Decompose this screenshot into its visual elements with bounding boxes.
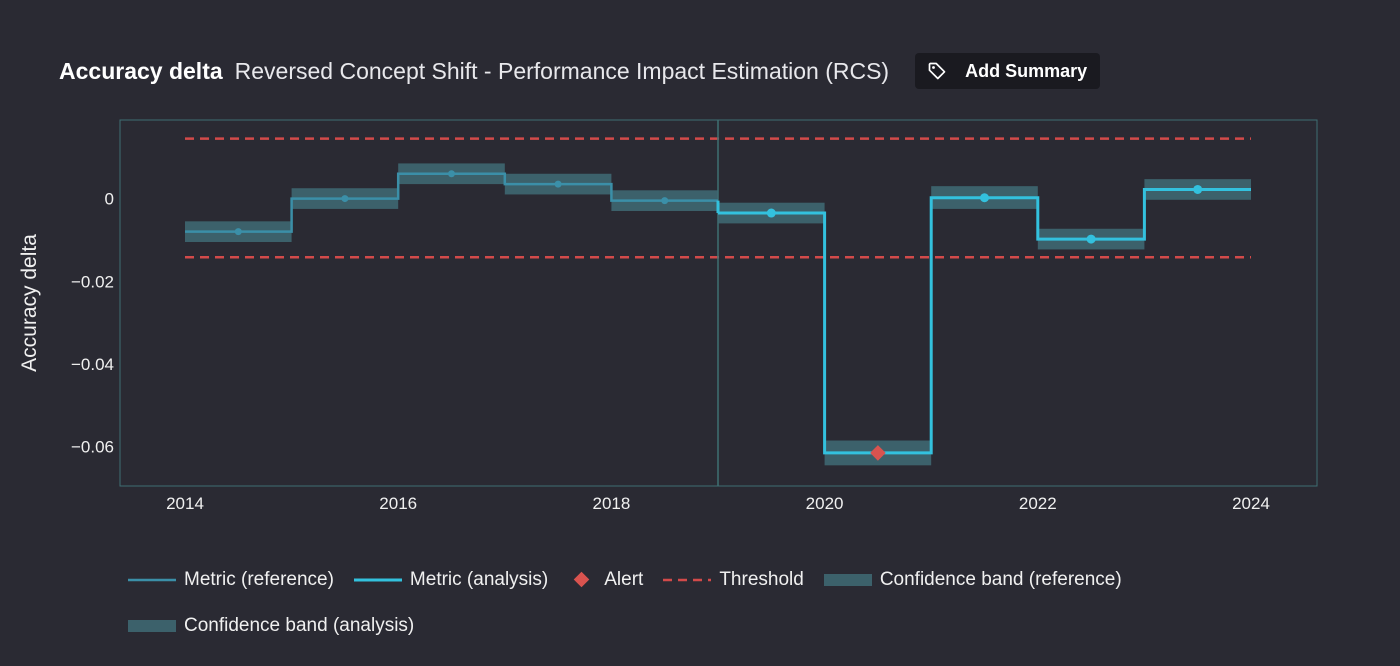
- tag-icon: [927, 61, 947, 81]
- legend-item-band-reference[interactable]: Confidence band (reference): [823, 569, 1122, 591]
- metric-reference-point: [661, 197, 669, 205]
- add-summary-button[interactable]: Add Summary: [915, 53, 1101, 89]
- x-tick-label: 2018: [592, 494, 630, 513]
- metric-analysis-point: [1086, 234, 1096, 244]
- legend-swatch-metric-reference: [128, 578, 176, 582]
- metric-analysis-line: [718, 187, 1251, 455]
- x-tick-label: 2020: [806, 494, 844, 513]
- y-tick-label: −0.06: [71, 438, 114, 457]
- legend-swatch-band-reference: [823, 574, 872, 586]
- legend-row-2: Confidence band (analysis): [128, 615, 434, 637]
- metric-analysis-point: [766, 208, 776, 218]
- chart-header: Accuracy delta Reversed Concept Shift - …: [59, 52, 1101, 90]
- legend-label-band-analysis: Confidence band (analysis): [184, 615, 415, 636]
- x-tick-label: 2022: [1019, 494, 1057, 513]
- legend-item-band-analysis[interactable]: Confidence band (analysis): [128, 615, 414, 637]
- chart-title: Accuracy delta: [59, 57, 223, 84]
- metric-reference-point: [234, 228, 242, 236]
- legend-item-metric-reference[interactable]: Metric (reference): [128, 569, 334, 591]
- legend-row-1: Metric (reference) Metric (analysis) Ale…: [128, 569, 1142, 591]
- x-tick-label: 2014: [166, 494, 204, 513]
- x-tick-label: 2024: [1232, 494, 1270, 513]
- legend-swatch-threshold: [663, 578, 712, 582]
- legend-swatch-band-analysis: [128, 620, 176, 632]
- legend-item-metric-analysis[interactable]: Metric (analysis): [353, 569, 549, 591]
- metric-analysis-point: [980, 193, 989, 203]
- metric-analysis-point: [1193, 184, 1203, 194]
- x-tick-label: 2016: [379, 494, 417, 513]
- legend-item-alert[interactable]: Alert: [568, 569, 643, 591]
- legend-swatch-metric-analysis: [353, 578, 402, 582]
- legend-item-threshold[interactable]: Threshold: [663, 569, 804, 591]
- y-tick-label: −0.04: [71, 355, 114, 374]
- y-tick-label: 0: [105, 190, 114, 209]
- y-axis-label: Accuracy delta: [18, 234, 41, 372]
- y-tick-label: −0.02: [71, 272, 114, 291]
- metric-reference-point: [448, 170, 455, 178]
- legend-label-alert: Alert: [604, 569, 644, 590]
- chart-svg: 2014 2016 2018 2020 2022 2024 0 −0.02 −0.04 −0.06…: [18, 119, 1318, 513]
- legend-label-metric-reference: Metric (reference): [184, 569, 334, 590]
- legend-label-threshold: Threshold: [719, 569, 804, 590]
- chart-subtitle: Reversed Concept Shift - Performance Imp…: [234, 57, 890, 84]
- add-summary-label: Add Summary: [965, 60, 1088, 81]
- metric-reference-point: [341, 195, 349, 203]
- legend-label-metric-analysis: Metric (analysis): [409, 569, 549, 590]
- metric-reference-point: [554, 180, 562, 188]
- legend-swatch-alert: [573, 571, 590, 588]
- legend-label-band-reference: Confidence band (reference): [879, 569, 1122, 590]
